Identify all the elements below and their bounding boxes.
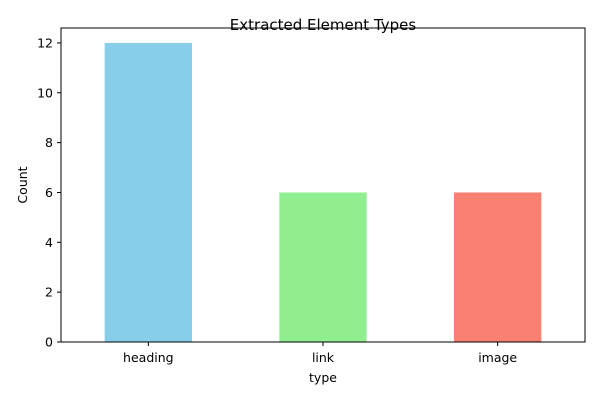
bar-link (279, 192, 367, 342)
x-axis-label: type (309, 370, 337, 385)
x-tick-label: link (312, 350, 335, 365)
x-tick-label: image (478, 350, 517, 365)
y-axis-ticks: 0 2 4 6 8 10 12 (37, 35, 61, 350)
y-tick-label: 8 (45, 135, 53, 150)
y-tick-label: 12 (37, 35, 53, 50)
plot-frame (60, 27, 586, 343)
x-axis-ticks: heading link image (123, 342, 517, 365)
chart-title: Extracted Element Types (230, 16, 417, 34)
y-tick-label: 10 (37, 85, 53, 100)
bar-image (454, 192, 542, 342)
y-tick-label: 4 (45, 235, 53, 250)
y-tick-label: 0 (45, 335, 53, 350)
y-tick-label: 6 (45, 185, 53, 200)
y-tick-label: 2 (45, 285, 53, 300)
x-tick-label: heading (123, 350, 174, 365)
y-axis-label: Count (15, 166, 30, 203)
bar-heading (104, 42, 192, 342)
bars-group (104, 42, 542, 342)
